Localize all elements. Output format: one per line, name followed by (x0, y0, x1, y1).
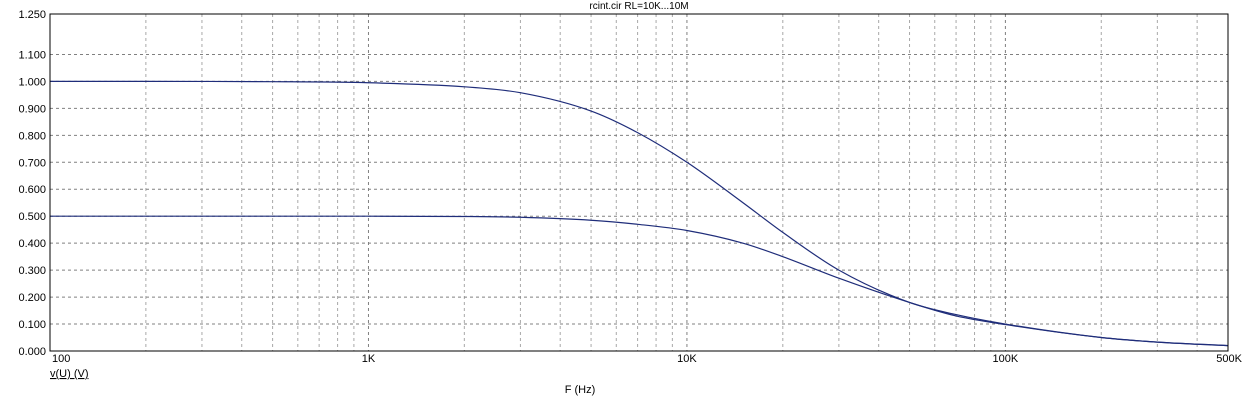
y-tick-label: 0.800 (18, 130, 46, 142)
y-tick-label: 0.500 (18, 211, 46, 223)
series-line-2 (50, 215, 1229, 347)
y-tick-label: 1.100 (18, 49, 46, 61)
y-tick-label: 0.600 (18, 184, 46, 196)
x-tick-label: 1K (362, 353, 376, 365)
x-tick-label: 10K (677, 353, 697, 365)
y-tick-label: 0.200 (18, 292, 46, 304)
chart-title: rcint.cir RL=10K...10M (589, 1, 688, 12)
y-tick-label: 0.000 (18, 346, 46, 358)
series-layer (49, 80, 1229, 347)
y-tick-label: 0.700 (18, 157, 46, 169)
x-tick-label: 100K (993, 353, 1019, 365)
y-axis-label: v(U) (V) (50, 368, 89, 380)
y-tick-label: 0.900 (18, 103, 46, 115)
x-tick-label: 100 (52, 353, 70, 365)
x-axis-label: F (Hz) (565, 384, 596, 396)
y-tick-label: 0.400 (18, 238, 46, 250)
y-tick-label: 1.250 (18, 9, 46, 21)
y-tick-labels: 0.000 0.100 0.200 0.300 0.400 0.500 0.600 0.700… (18, 9, 46, 358)
grid (50, 14, 1228, 351)
x-tick-label: 500K (1216, 353, 1242, 365)
y-tick-label: 0.300 (18, 265, 46, 277)
y-tick-label: 1.000 (18, 76, 46, 88)
x-tick-labels: 100 1K 10K 100K 500K (52, 353, 1243, 365)
y-tick-label: 0.100 (18, 319, 46, 331)
plot-frame (49, 13, 1229, 352)
